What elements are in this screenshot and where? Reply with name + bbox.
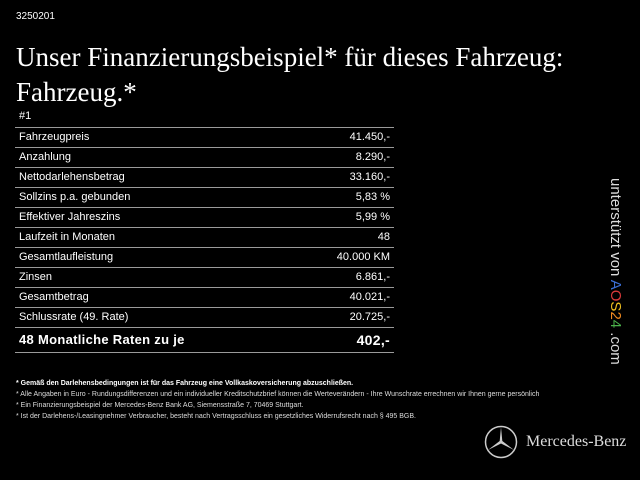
credit-suffix: .com bbox=[607, 328, 624, 365]
row-value: 41.450,- bbox=[349, 131, 390, 143]
row-value: 48 bbox=[377, 231, 390, 243]
brand-letter: 4 bbox=[607, 319, 624, 329]
brand-letter: 2 bbox=[607, 311, 624, 320]
row-label: Laufzeit in Monaten bbox=[19, 231, 116, 243]
table-row: Fahrzeugpreis 41.450,- bbox=[15, 127, 394, 147]
row-value: 40.021,- bbox=[349, 291, 390, 303]
mercedes-star-icon bbox=[484, 425, 518, 459]
row-label: Effektiver Jahreszins bbox=[19, 211, 121, 223]
table-row: Gesamtbetrag 40.021,- bbox=[15, 287, 394, 307]
total-label: 48 Monatliche Raten zu je bbox=[19, 332, 185, 347]
row-value: 5,99 % bbox=[355, 211, 390, 223]
aos24-credit: unterstützt von AOS24 .com bbox=[607, 178, 624, 365]
table-row: Laufzeit in Monaten 48 bbox=[15, 227, 394, 247]
row-label: Anzahlung bbox=[19, 151, 71, 163]
row-value: 5,83 % bbox=[355, 191, 390, 203]
row-value: 6.861,- bbox=[355, 271, 390, 283]
row-label: Schlussrate (49. Rate) bbox=[19, 311, 129, 323]
row-value: 40.000 KM bbox=[336, 251, 390, 263]
example-number: #1 bbox=[19, 110, 32, 122]
brand-letter: O bbox=[607, 289, 624, 302]
total-value: 402,- bbox=[356, 332, 390, 348]
mercedes-benz-logo: Mercedes-Benz bbox=[484, 425, 626, 459]
monthly-rate-row: 48 Monatliche Raten zu je 402,- bbox=[15, 327, 394, 353]
row-value: 8.290,- bbox=[355, 151, 390, 163]
footnote: * Gemäß den Darlehensbedingungen ist für… bbox=[16, 380, 354, 387]
footnote: * Ist der Darlehens-/Leasingnehmer Verbr… bbox=[16, 413, 416, 420]
row-label: Fahrzeugpreis bbox=[19, 131, 90, 143]
row-label: Gesamtlaufleistung bbox=[19, 251, 114, 263]
row-value: 33.160,- bbox=[349, 171, 390, 183]
table-row: Gesamtlaufleistung 40.000 KM bbox=[15, 247, 394, 267]
footnote: * Ein Finanzierungsbeispiel der Mercedes… bbox=[16, 402, 304, 409]
finance-table: Fahrzeugpreis 41.450,- Anzahlung 8.290,- Net… bbox=[15, 127, 394, 353]
row-label: Nettodarlehensbetrag bbox=[19, 171, 125, 183]
brand-letter: S bbox=[607, 301, 624, 312]
footnotes: * Gemäß den Darlehensbedingungen ist für… bbox=[16, 378, 539, 422]
footnote: * Alle Angaben in Euro - Rundungsdiffere… bbox=[16, 391, 540, 398]
row-label: Zinsen bbox=[19, 271, 53, 283]
table-row: Zinsen 6.861,- bbox=[15, 267, 394, 287]
row-label: Gesamtbetrag bbox=[19, 291, 89, 303]
table-row: Anzahlung 8.290,- bbox=[15, 147, 394, 167]
table-row: Nettodarlehensbetrag 33.160,- bbox=[15, 167, 394, 187]
table-row: Effektiver Jahreszins 5,99 % bbox=[15, 207, 394, 227]
credit-prefix: unterstützt von bbox=[607, 178, 624, 280]
row-label: Sollzins p.a. gebunden bbox=[19, 191, 131, 203]
table-row: Sollzins p.a. gebunden 5,83 % bbox=[15, 187, 394, 207]
logo-text: Mercedes-Benz bbox=[526, 433, 627, 450]
brand-letter: A bbox=[607, 279, 624, 290]
vehicle-id: 3250201 bbox=[16, 11, 55, 22]
row-value: 20.725,- bbox=[349, 311, 390, 323]
page-title: Unser Finanzierungsbeispiel* für dieses … bbox=[16, 42, 564, 107]
table-row: Schlussrate (49. Rate) 20.725,- bbox=[15, 307, 394, 327]
